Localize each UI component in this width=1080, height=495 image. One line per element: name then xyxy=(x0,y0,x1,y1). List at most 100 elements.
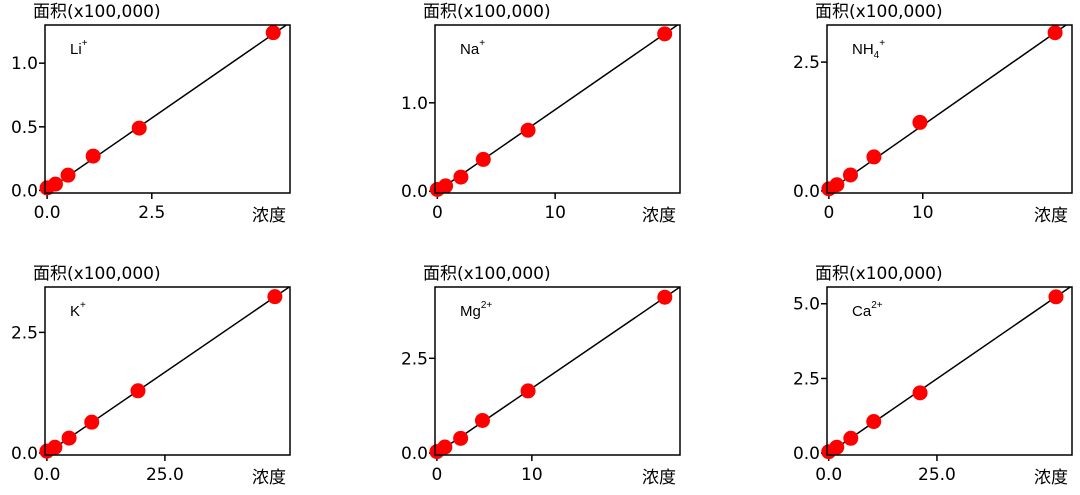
x-axis-label: 浓度 xyxy=(252,468,286,488)
x-tick-label: 10 xyxy=(544,203,566,223)
ion-label: Mg2+ xyxy=(460,300,492,320)
point xyxy=(829,439,845,455)
point xyxy=(267,289,283,305)
point xyxy=(437,439,453,455)
y-axis-label: 面积(x100,000) xyxy=(815,2,943,22)
point xyxy=(131,120,147,136)
x-tick-label: 10 xyxy=(912,203,934,223)
x-tick-label: 0 xyxy=(431,465,442,485)
point xyxy=(60,167,76,183)
ion-sup: + xyxy=(879,38,885,49)
panel: 面积(x100,000) 浓度 0.0 2.5 0.0 25.0 K+ xyxy=(11,264,291,488)
ion-label: Na+ xyxy=(460,38,485,58)
point xyxy=(912,114,928,130)
ion-base: K xyxy=(70,303,80,320)
point xyxy=(47,176,63,192)
ion-base: Mg xyxy=(460,303,481,320)
ion-sup: 2+ xyxy=(871,300,883,311)
ion-sup: + xyxy=(82,38,88,49)
point xyxy=(453,430,469,446)
point xyxy=(520,383,536,399)
point xyxy=(842,167,858,183)
point xyxy=(866,149,882,165)
x-tick-label: 0.0 xyxy=(33,465,60,485)
point xyxy=(130,383,146,399)
y-tick-label: 0.0 xyxy=(793,444,820,464)
x-axis-label: 浓度 xyxy=(642,206,676,226)
ion-sup: 2+ xyxy=(481,300,493,311)
point xyxy=(61,430,77,446)
ion-label: K+ xyxy=(70,300,86,320)
x-axis-label: 浓度 xyxy=(1034,468,1068,488)
point xyxy=(85,148,101,164)
point xyxy=(520,122,536,138)
point xyxy=(912,385,928,401)
y-axis-label: 面积(x100,000) xyxy=(423,2,551,22)
y-axis-label: 面积(x100,000) xyxy=(423,264,551,284)
ion-label: Li+ xyxy=(70,38,88,58)
point xyxy=(829,177,845,193)
x-tick-label: 0.0 xyxy=(815,465,842,485)
plot-frame xyxy=(434,286,681,456)
point xyxy=(866,414,882,430)
ion-label: Ca2+ xyxy=(852,300,883,320)
panel: 面积(x100,000) 浓度 0.0 2.5 0 10 NH4+ xyxy=(793,2,1073,226)
ion-base: NH xyxy=(852,41,874,58)
point xyxy=(84,414,100,430)
x-axis-label: 浓度 xyxy=(252,206,286,226)
panel: 面积(x100,000) 浓度 0.0 0.5 1.0 0.0 2.5 Li+ xyxy=(11,2,291,226)
ion-base: Ca xyxy=(852,303,872,320)
y-tick-label: 0.0 xyxy=(401,444,428,464)
y-tick-label: 1.0 xyxy=(401,94,428,114)
y-tick-label: 0.0 xyxy=(793,182,820,202)
panel: 面积(x100,000) 浓度 0.0 1.0 0 10 Na+ xyxy=(401,2,681,226)
ion-base: Na xyxy=(460,41,480,58)
point xyxy=(657,26,673,42)
plot-frame xyxy=(44,24,291,194)
point xyxy=(657,289,673,305)
point xyxy=(1048,289,1064,305)
ion-sub: 4 xyxy=(874,50,880,61)
ion-base: Li xyxy=(70,41,82,58)
plot-frame xyxy=(44,286,291,456)
x-tick-label: 25.0 xyxy=(146,465,184,485)
ion-label: NH4+ xyxy=(852,38,885,61)
y-tick-label: 2.5 xyxy=(793,53,820,73)
x-axis-label: 浓度 xyxy=(1034,206,1068,226)
point xyxy=(475,151,491,167)
x-tick-label: 2.5 xyxy=(138,203,165,223)
x-tick-label: 0 xyxy=(823,203,834,223)
ion-sup: + xyxy=(479,38,485,49)
plot-frame xyxy=(826,24,1073,194)
x-tick-label: 25.0 xyxy=(918,465,956,485)
y-tick-label: 5.0 xyxy=(793,295,820,315)
y-axis-label: 面积(x100,000) xyxy=(815,264,943,284)
point xyxy=(474,412,490,428)
x-tick-label: 0.0 xyxy=(34,203,61,223)
x-tick-label: 10 xyxy=(521,465,543,485)
y-tick-label: 0.0 xyxy=(11,444,38,464)
fit-line xyxy=(46,25,288,192)
x-axis-label: 浓度 xyxy=(642,468,676,488)
y-tick-label: 0.0 xyxy=(11,181,38,201)
fit-line xyxy=(46,287,290,454)
y-tick-label: 0.0 xyxy=(401,182,428,202)
y-axis-label: 面积(x100,000) xyxy=(33,264,161,284)
x-tick-label: 0 xyxy=(432,203,443,223)
y-tick-label: 0.5 xyxy=(11,118,38,138)
y-tick-label: 2.5 xyxy=(401,349,428,369)
panel: 面积(x100,000) 浓度 0.0 2.5 5.0 0.0 25.0 Ca2+ xyxy=(793,264,1073,488)
panel: 面积(x100,000) 浓度 0.0 2.5 0 10 Mg2+ xyxy=(401,264,681,488)
y-tick-label: 2.5 xyxy=(793,369,820,389)
point xyxy=(265,25,281,41)
y-tick-label: 1.0 xyxy=(11,54,38,74)
point xyxy=(1047,25,1063,41)
y-tick-label: 2.5 xyxy=(11,323,38,343)
plot-frame xyxy=(826,286,1073,456)
ion-sup: + xyxy=(80,300,86,311)
point xyxy=(438,178,454,194)
y-axis-label: 面积(x100,000) xyxy=(33,2,161,22)
point xyxy=(47,439,63,455)
plot-frame xyxy=(434,24,681,194)
